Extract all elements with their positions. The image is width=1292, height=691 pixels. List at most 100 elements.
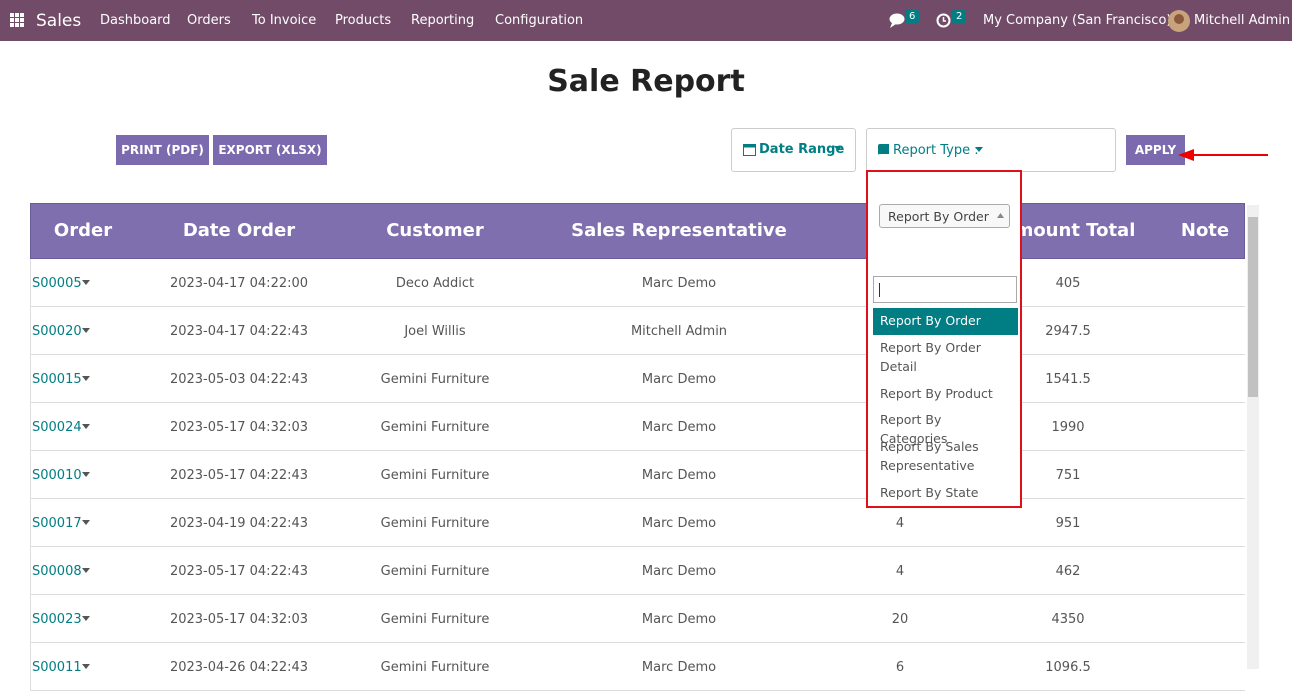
order-link[interactable]: S00024 [32,420,82,435]
table-cell: Marc Demo [641,276,717,291]
order-caret[interactable] [82,424,90,429]
menu-item[interactable]: Orders [187,13,231,28]
table-cell: 2023-04-17 04:22:00 [169,276,309,291]
table-cell: Marc Demo [641,516,717,531]
table-cell: 2023-05-17 04:22:43 [169,564,309,579]
table-row [30,451,1245,499]
order-link[interactable]: S00005 [32,276,82,291]
order-link[interactable]: S00023 [32,612,82,627]
order-caret[interactable] [82,616,90,621]
report-type-option[interactable]: Report By Sales Representative [880,439,979,473]
apply-button[interactable]: APPLY [1126,135,1185,165]
order-link[interactable]: S00008 [32,564,82,579]
menu-item[interactable]: Dashboard [100,13,171,28]
table-cell: 2023-05-03 04:22:43 [169,372,309,387]
table-cell: 2023-05-17 04:32:03 [169,612,309,627]
calendar-icon [743,144,756,156]
report-type-toggle[interactable]: Report Type : [893,143,979,158]
search-input[interactable] [873,276,1017,303]
table-cell: Marc Demo [641,660,717,675]
order-caret[interactable] [82,472,90,477]
table-row [30,499,1245,547]
page-title: Sale Report [547,64,745,99]
table-row [30,355,1245,403]
print-pdf-button[interactable]: PRINT (PDF) [116,135,209,165]
table-cell: Marc Demo [641,564,717,579]
table-row [30,595,1245,643]
scrollbar-track [1247,205,1259,669]
table-row [30,307,1245,355]
order-link[interactable]: S00017 [32,516,82,531]
table-cell: 2023-05-17 04:32:03 [169,420,309,435]
order-link[interactable]: S00020 [32,324,82,339]
activities-badge: 2 [952,10,967,23]
order-caret[interactable] [82,328,90,333]
export-xlsx-button[interactable]: EXPORT (XLSX) [213,135,327,165]
report-type-option[interactable]: Report By Order Detail [880,340,981,374]
report-type-option[interactable]: Report By Order [873,308,1018,335]
table-cell: 2023-05-17 04:22:43 [169,468,309,483]
order-caret[interactable] [82,280,90,285]
menu-item[interactable]: To Invoice [252,13,317,28]
table-cell: 4350 [1051,612,1085,627]
table-cell: 462 [1055,564,1081,579]
table-cell: 2023-04-19 04:22:43 [169,516,309,531]
company-switcher[interactable]: My Company (San Francisco) [983,13,1172,28]
activities-icon[interactable] [936,13,951,28]
order-caret[interactable] [82,664,90,669]
table-cell: Marc Demo [641,420,717,435]
user-menu[interactable]: Mitchell Admin [1194,13,1291,28]
user-avatar[interactable] [1168,10,1190,32]
navbar: Sales Dashboard Orders To Invoice Produc… [0,0,1292,41]
order-link[interactable]: S00011 [32,660,82,675]
column-header[interactable]: Note [1180,220,1230,241]
messages-icon[interactable] [889,13,905,28]
order-link[interactable]: S00015 [32,372,82,387]
order-caret[interactable] [82,568,90,573]
column-header[interactable]: Order [53,220,113,241]
order-caret[interactable] [82,520,90,525]
date-range-box[interactable] [731,128,856,172]
table-row [30,259,1245,307]
apps-icon[interactable] [10,13,24,27]
table-cell: 20 [891,612,909,627]
table-cell: Gemini Furniture [380,468,490,483]
messages-badge: 6 [905,10,920,23]
table-cell: 2947.5 [1045,324,1091,339]
annotation-arrow [1178,149,1268,161]
table-cell: 751 [1055,468,1081,483]
table-cell: Gemini Furniture [380,612,490,627]
caret [975,147,983,152]
table-row [30,547,1245,595]
column-header[interactable]: Customer [386,220,484,241]
table-row [30,403,1245,451]
app-name[interactable]: Sales [36,11,82,31]
table-cell: Marc Demo [641,612,717,627]
column-header[interactable]: Date Order [182,220,296,241]
table-cell: Gemini Furniture [380,660,490,675]
column-header[interactable]: Amount Total [1000,220,1136,241]
report-type-select[interactable]: Report By Order [879,204,1010,228]
order-link[interactable]: S00010 [32,468,82,483]
report-type-option[interactable]: Report By Categories [880,412,948,446]
menu-item[interactable]: Configuration [495,13,584,28]
select-arrow [997,213,1004,218]
table-cell: Gemini Furniture [380,516,490,531]
table-cell: 951 [1055,516,1081,531]
report-type-option[interactable]: Report By Product [880,386,993,401]
table-cell: 405 [1055,276,1081,291]
menu-item[interactable]: Products [335,13,392,28]
report-type-option[interactable]: Report By State [880,485,979,500]
scrollbar-thumb[interactable] [1248,217,1258,397]
table-cell: Deco Addict [395,276,475,291]
book-icon [878,144,889,155]
column-header[interactable]: Sales Representative [571,220,787,241]
order-caret[interactable] [82,376,90,381]
table-cell: Marc Demo [641,468,717,483]
table-cell: 4 [895,564,905,579]
caret [834,146,842,151]
date-range-toggle[interactable]: Date Range [759,142,845,157]
menu-item[interactable]: Reporting [411,13,475,28]
table-cell: Joel Willis [404,324,466,339]
